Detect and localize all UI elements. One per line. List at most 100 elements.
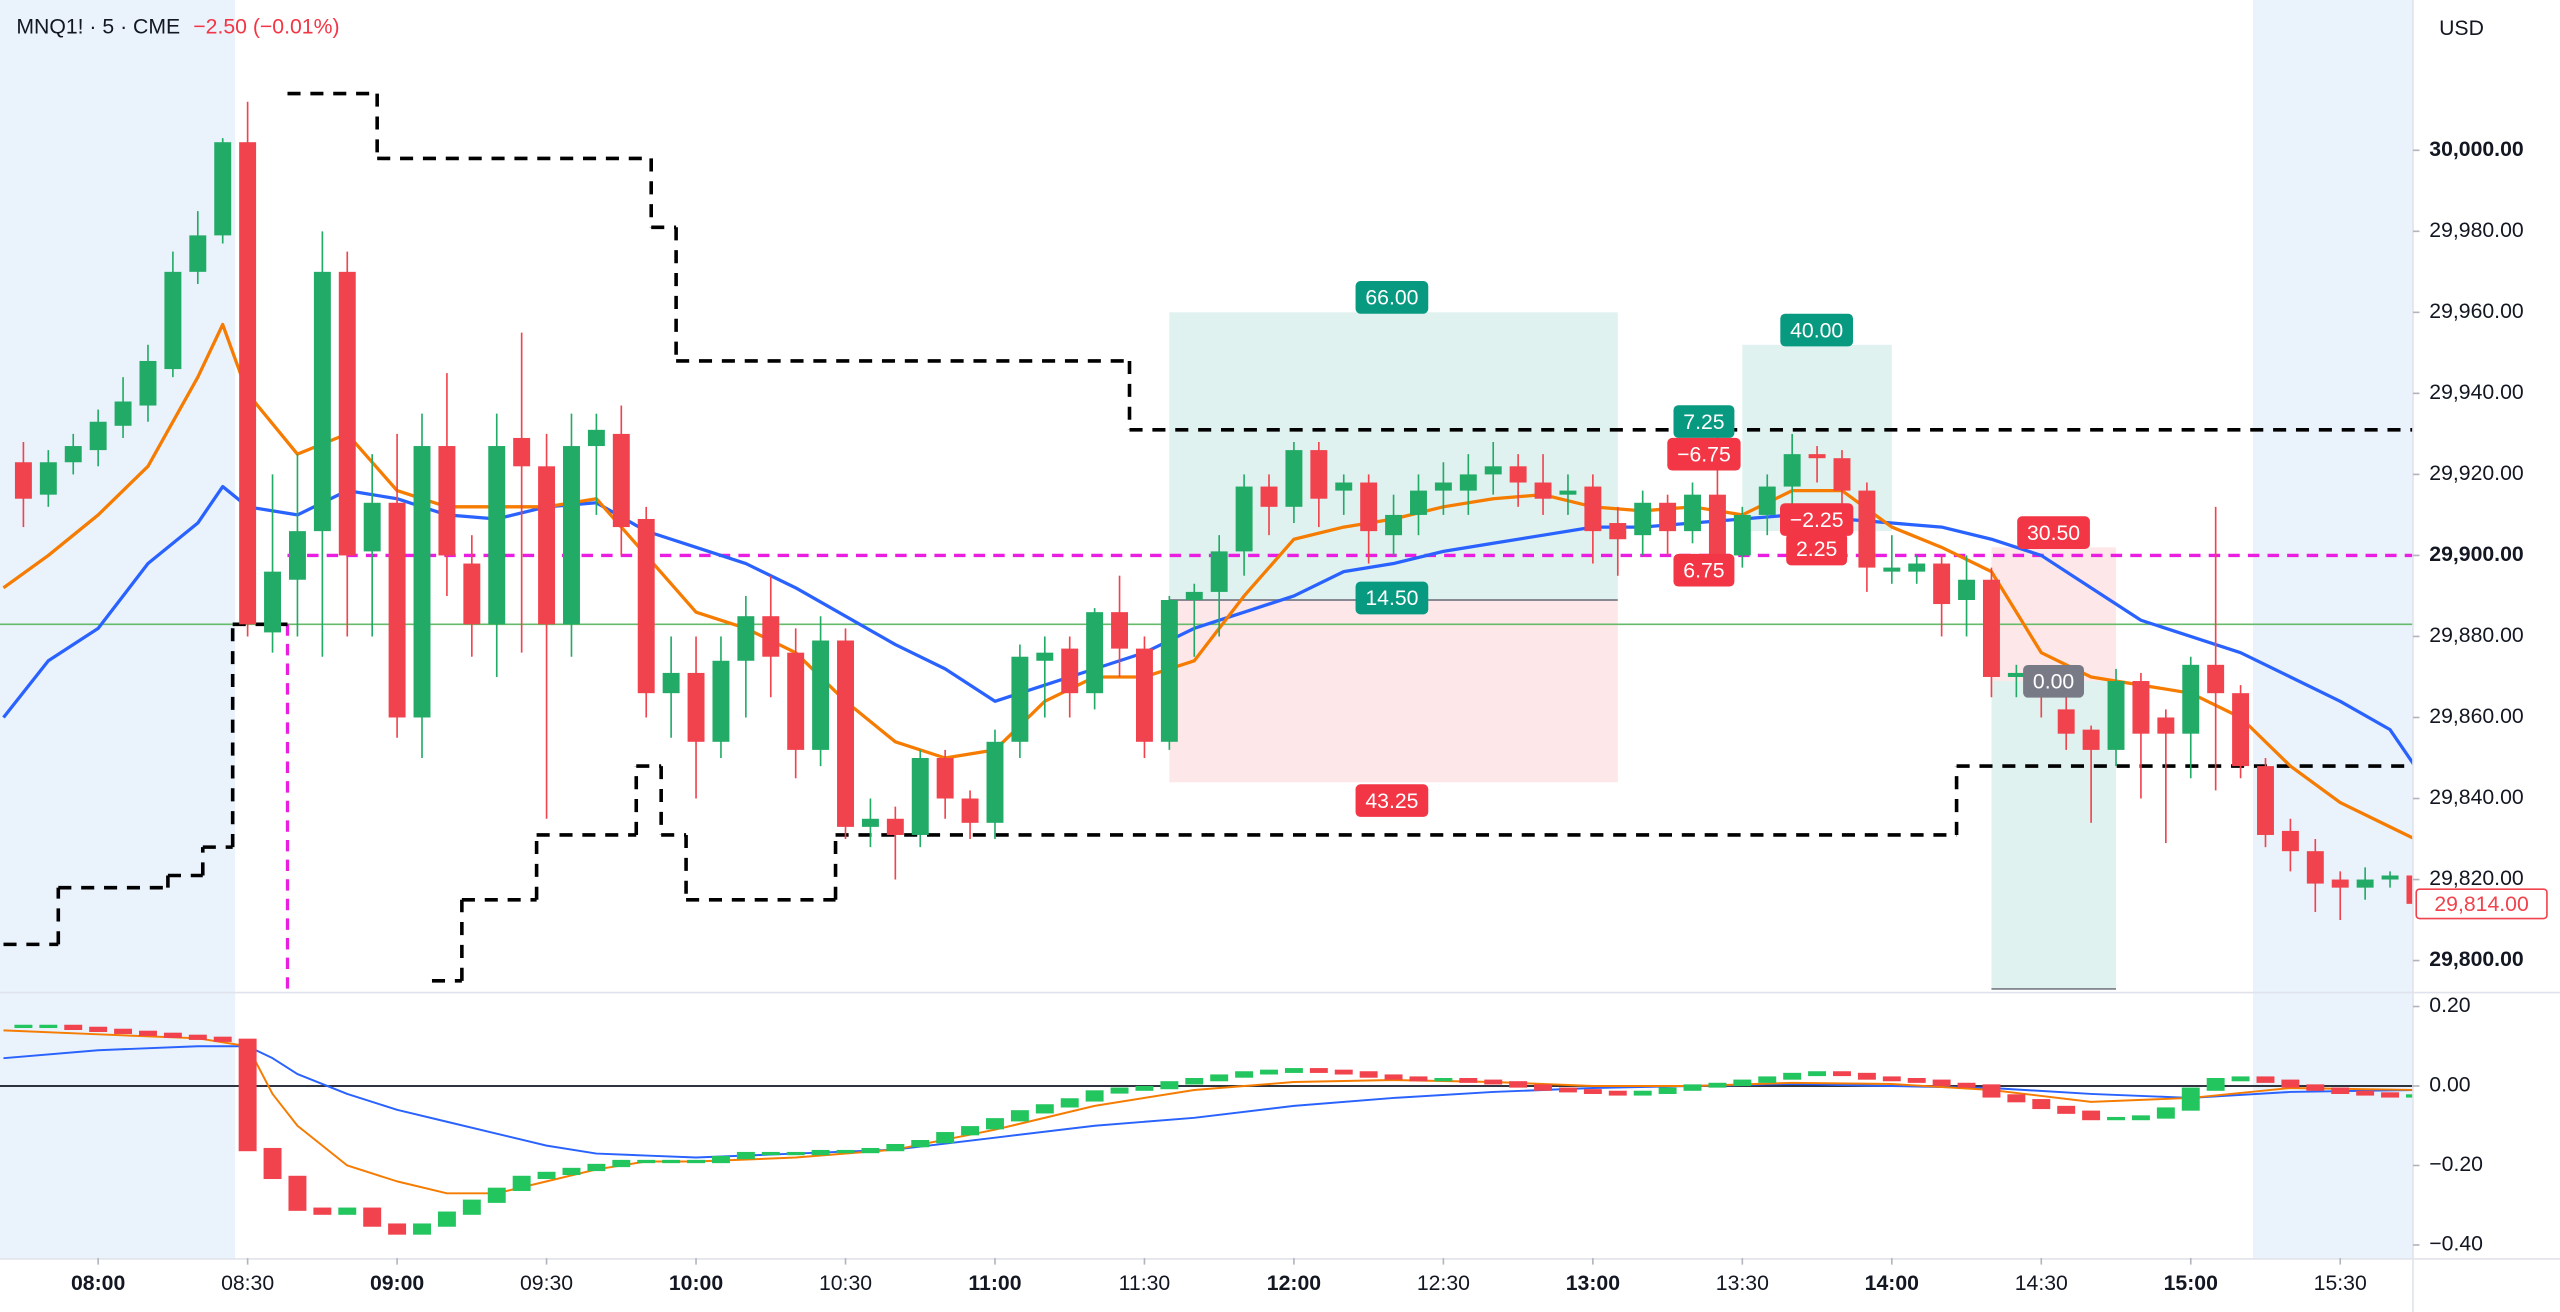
candle-body (2356, 879, 2374, 888)
candle-body (2257, 766, 2274, 835)
candle-body (1285, 450, 1303, 507)
candle-body (2207, 664, 2225, 694)
candle-body (886, 818, 904, 835)
currency-label: USD (2439, 17, 2484, 40)
y-tick-label: 30,000.00 (2429, 138, 2523, 161)
candle-body (438, 446, 456, 556)
overlay-layer: MNQ1! · 5 · CME −2.50 (−0.01%) USD 66.00… (16, 15, 2484, 817)
oscillator-bar (1459, 1078, 1478, 1083)
indicator-line (3, 1045, 2413, 1159)
candle-body (1385, 514, 1403, 536)
candle-body (1509, 466, 1527, 483)
candle-body (2132, 681, 2150, 734)
candle-body (2007, 672, 2025, 677)
chart-title: MNQ1! · 5 · CME (16, 15, 180, 38)
candle-body (1335, 482, 1353, 491)
oscillator-bar (2381, 1092, 2400, 1098)
oscillator-bar (1484, 1079, 1503, 1085)
candle-body (388, 502, 406, 718)
oscillator-bar (1558, 1087, 1577, 1093)
oscillator-bar (1534, 1084, 1553, 1091)
candle-body (612, 433, 630, 528)
candle-body (1634, 502, 1652, 536)
candle-body (2381, 875, 2399, 880)
oscillator-bar (637, 1159, 656, 1164)
candle-body (737, 616, 755, 661)
oscillator-bar (139, 1030, 157, 1036)
y-tick-label: 29,840.00 (2429, 786, 2523, 809)
candle-body (1310, 450, 1328, 499)
x-tick-label: 09:30 (520, 1272, 573, 1295)
indicator-line (2, 322, 2413, 840)
oscillator-bar (587, 1163, 606, 1172)
oscillator-bar (2231, 1076, 2250, 1082)
candle-body (513, 437, 531, 467)
candle-body (712, 660, 730, 742)
oscillator-bar (2206, 1078, 2225, 1091)
candle-body (1908, 563, 1926, 572)
candle-body (563, 446, 580, 625)
candle-body (1883, 567, 1901, 572)
annotation-badge (1355, 281, 1429, 314)
oscillator-bar (213, 1036, 232, 1042)
candle-body (1235, 486, 1253, 552)
session-shading (0, 0, 236, 1259)
candle-body (986, 741, 1004, 823)
annotation-badge (1673, 553, 1735, 587)
oscillator-bar (886, 1143, 905, 1152)
candle-body (1808, 454, 1826, 459)
oscillator-bar (39, 1024, 58, 1029)
oscillator-bar (986, 1118, 1004, 1130)
x-tick-label: 10:00 (669, 1272, 723, 1295)
candle-body (1011, 656, 1029, 742)
candle-body (837, 640, 854, 827)
candle-body (488, 446, 506, 625)
last-price-label: 29,814.00 (2434, 893, 2528, 916)
oscillator-bar (1010, 1110, 1029, 1122)
oscillator-bar (911, 1140, 930, 1148)
oscillator-bar (462, 1199, 481, 1215)
x-tick-label: 10:30 (819, 1272, 872, 1295)
annotation-badge (1780, 313, 1854, 347)
y-tick-label: −0.20 (2429, 1153, 2483, 1176)
annotation-badge (1667, 437, 1741, 471)
oscillator-bar (2356, 1090, 2375, 1096)
oscillator-bar (14, 1024, 33, 1029)
x-tick-label: 11:30 (1119, 1272, 1171, 1295)
candle-body (1135, 648, 1153, 742)
candle-body (587, 429, 605, 447)
candle-body (2107, 681, 2125, 750)
y-tick-label: 29,860.00 (2429, 705, 2523, 728)
oscillator-bar (811, 1149, 830, 1156)
oscillator-bar (89, 1026, 108, 1032)
oscillator-bar (562, 1167, 581, 1176)
oscillator-bar (2181, 1087, 2200, 1111)
oscillator-bar (1957, 1082, 1976, 1088)
oscillator-bar (1907, 1078, 1926, 1083)
candle-body (1833, 458, 1851, 491)
annotation-text: 14.50 (1365, 587, 1418, 610)
oscillator-bar (537, 1171, 556, 1180)
annotation-badge (2023, 664, 2085, 698)
x-tick-label: 12:30 (1417, 1272, 1470, 1295)
oscillator-bar (1708, 1082, 1727, 1088)
annotation-badge (1355, 581, 1429, 615)
oscillator-bar (786, 1151, 805, 1156)
oscillator-bar (961, 1126, 980, 1136)
annotation-badge (1355, 784, 1429, 817)
oscillator-bar (1135, 1085, 1154, 1091)
oscillator-bar (711, 1155, 730, 1164)
candle-body (14, 462, 32, 499)
last-price-badge (2415, 888, 2548, 920)
x-tick-label: 12:00 (1267, 1272, 1321, 1295)
oscillator-bar (1085, 1090, 1104, 1102)
candle-body (1559, 490, 1577, 495)
loss-zone (1991, 547, 2117, 682)
candle-body (1210, 551, 1228, 592)
candle-body (288, 531, 306, 580)
candle-body (1858, 490, 1876, 568)
candle-body (961, 798, 979, 823)
y-tick-label: 29,980.00 (2429, 219, 2523, 242)
oscillator-bar (1608, 1090, 1627, 1096)
